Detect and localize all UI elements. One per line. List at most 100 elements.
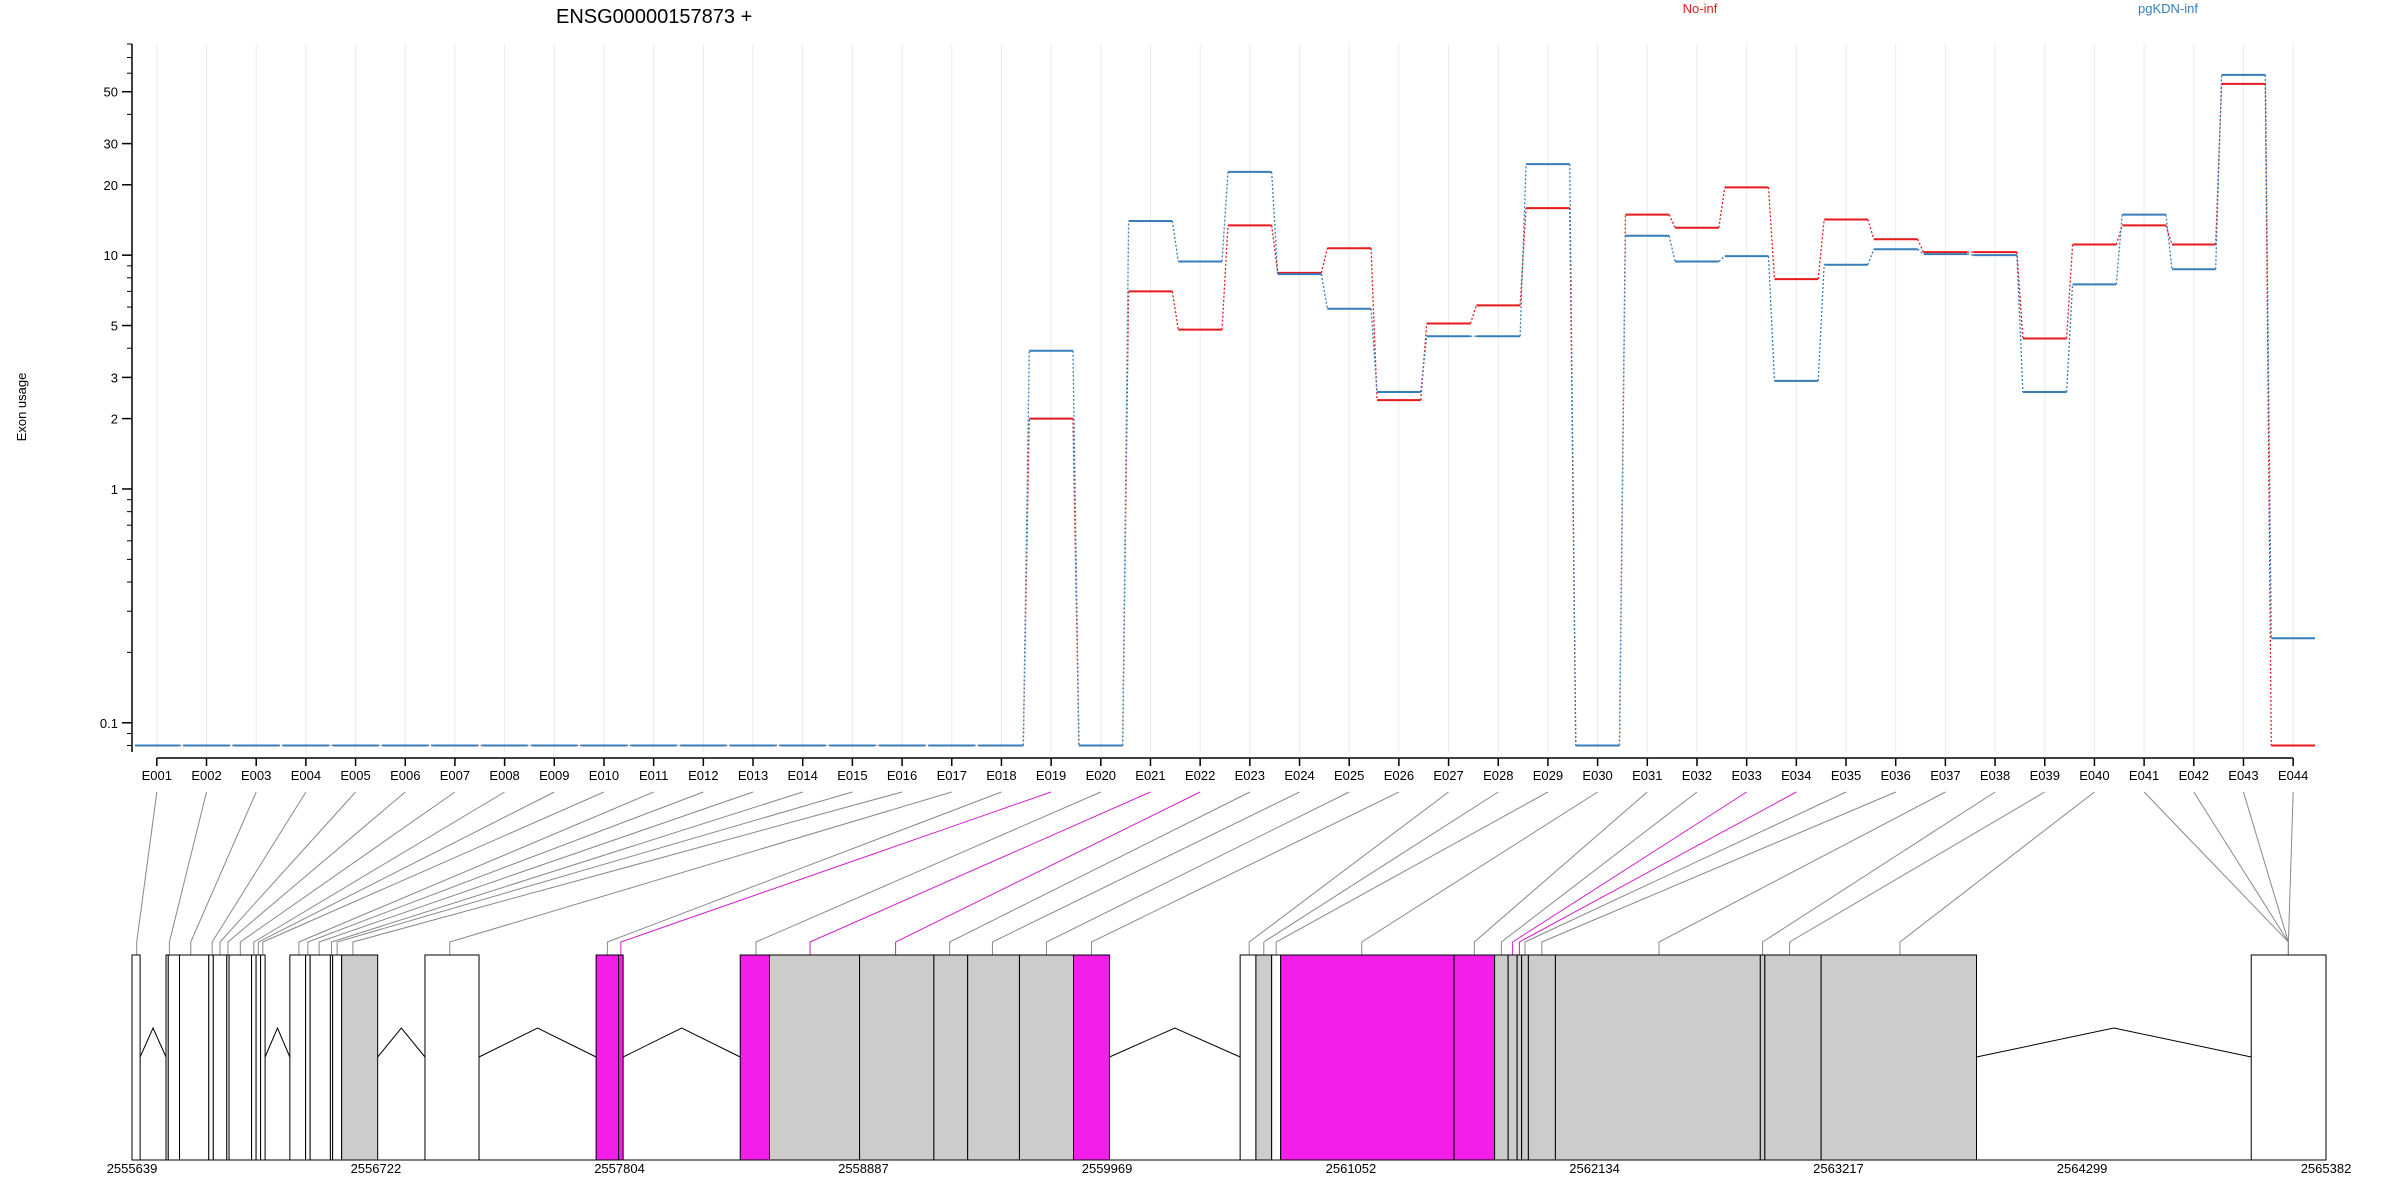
series-connector-pgkdn-inf (1370, 308, 1378, 392)
bin-connector-e029 (1275, 791, 1549, 955)
x-tick-label-e003: E003 (241, 768, 271, 783)
x-tick-label-e007: E007 (440, 768, 470, 783)
series-connector-pgkdn-inf (1917, 248, 1924, 255)
x-tick-label-e029: E029 (1533, 768, 1563, 783)
series-no-inf (134, 82, 2316, 747)
exon-box-3 (179, 954, 210, 1161)
x-tick-label-e015: E015 (837, 768, 867, 783)
bin-connector-e035 (1524, 791, 1847, 955)
series-connector-pgkdn-inf (1718, 255, 1726, 262)
bin-connector-e019 (620, 791, 1052, 955)
exon-box-5 (212, 954, 228, 1161)
y-tick-label-4: 5 (111, 319, 118, 334)
y-tick-label-3: 3 (111, 370, 118, 385)
chart-title: ENSG00000157873 + (556, 6, 752, 28)
coordinate-tick-label-5: 2561052 (1326, 1161, 1377, 1176)
x-tick-label-e032: E032 (1682, 768, 1712, 783)
exon-box-17 (424, 954, 480, 1161)
series-connector-pgkdn-inf (1618, 235, 1627, 746)
bin-connector-e039 (1789, 791, 2046, 955)
coordinate-tick-label-2: 2557804 (594, 1161, 645, 1176)
intron-line (622, 1027, 741, 1058)
x-tick-label-e027: E027 (1433, 768, 1463, 783)
x-tick-label-e033: E033 (1731, 768, 1761, 783)
exon-box-34 (1516, 954, 1523, 1161)
exon-box-9 (255, 954, 262, 1161)
x-tick-label-e040: E040 (2079, 768, 2109, 783)
exon-box-20 (739, 954, 771, 1161)
exon-box-35 (1521, 954, 1529, 1161)
x-tick-label-e041: E041 (2129, 768, 2159, 783)
series-connector-pgkdn-inf (1122, 220, 1130, 746)
bin-connector-e022 (895, 791, 1201, 955)
series-connector-pgkdn-inf (2115, 214, 2123, 285)
bin-connector-e012 (307, 791, 704, 955)
series-connector-no-inf (1469, 305, 1478, 324)
x-tick-label-e005: E005 (340, 768, 370, 783)
series-connector-no-inf (1867, 219, 1875, 240)
bin-connector-e007 (239, 791, 456, 955)
series-connector-pgkdn-inf (1569, 164, 1577, 746)
series-connector-no-inf (2115, 225, 2123, 245)
bin-connector-e010 (262, 791, 605, 955)
bin-connector-e033 (1512, 791, 1747, 955)
exon-box-19 (618, 954, 624, 1161)
bin-connector-e023 (949, 791, 1251, 955)
x-tick-label-e017: E017 (937, 768, 967, 783)
bin-connector-e040 (1899, 791, 2095, 955)
series-connector-no-inf (2016, 252, 2024, 339)
exon-box-2 (167, 954, 181, 1161)
coordinate-tick-label-8: 2564299 (2057, 1161, 2108, 1176)
intron-line (1109, 1027, 1241, 1058)
bin-connector-e028 (1263, 791, 1499, 955)
exon-box-24 (967, 954, 1020, 1161)
intron-line (1976, 1027, 2252, 1058)
exon-box-13 (309, 954, 331, 1161)
series-lines (134, 73, 2316, 747)
exon-box-36 (1527, 954, 1556, 1161)
series-connector-pgkdn-inf (1967, 253, 1974, 256)
x-tick-label-e023: E023 (1235, 768, 1265, 783)
series-connector-pgkdn-inf (1867, 249, 1875, 265)
exon-box-18 (595, 954, 620, 1161)
series-connector-pgkdn-inf (1022, 350, 1030, 746)
y-tick-label-2: 2 (111, 412, 118, 427)
x-tick-label-e018: E018 (986, 768, 1016, 783)
bin-connector-e015 (336, 791, 853, 955)
exon-box-31 (1453, 954, 1496, 1161)
exon-box-33 (1507, 954, 1518, 1161)
exon-box-4 (208, 954, 214, 1161)
series-connector-pgkdn-inf (1767, 256, 1776, 381)
bin-connector-e018 (606, 791, 1002, 955)
series-connector-no-inf (1817, 219, 1825, 280)
x-tick-label-e024: E024 (1284, 768, 1314, 783)
intron-line (264, 1026, 291, 1058)
x-tick-label-e016: E016 (887, 768, 917, 783)
bin-connector-e037 (1658, 791, 1946, 955)
series-connector-no-inf (1370, 248, 1378, 401)
series-connector-no-inf (1519, 208, 1527, 306)
exon-box-10 (260, 954, 266, 1161)
x-tick-label-e012: E012 (688, 768, 718, 783)
series-connector-pgkdn-inf (1271, 171, 1279, 275)
exon-box-38 (1759, 954, 1766, 1161)
series-connector-no-inf (1171, 291, 1179, 330)
bin-connector-e024 (991, 791, 1300, 955)
exon-box-11 (289, 954, 307, 1161)
axes: 0.1 1 2 3 5 10 20 30 50 E001 E002 E003 E004 E005 E006 E… (100, 43, 2308, 783)
bin-connector-e014 (331, 791, 803, 955)
series-connector-no-inf (1420, 323, 1428, 401)
bin-connector-e025 (1045, 791, 1350, 955)
legend-label-pgkdn-inf: pgKDN-inf (2138, 1, 2198, 16)
series-pgkdn-inf (134, 73, 2316, 747)
series-connector-pgkdn-inf (1817, 264, 1825, 381)
exon-box-30 (1280, 954, 1455, 1161)
bin-connector-e005 (219, 791, 356, 955)
x-tick-label-e001: E001 (142, 768, 172, 783)
gene-model: 2555639 2556722 2557804 2558887 2559969 25610… (107, 954, 2351, 1176)
y-tick-label-7: 30 (104, 137, 118, 152)
coordinate-tick-label-4: 2559969 (1082, 1161, 1133, 1176)
series-connector-pgkdn-inf (2264, 74, 2272, 639)
bin-connector-e013 (318, 791, 754, 955)
